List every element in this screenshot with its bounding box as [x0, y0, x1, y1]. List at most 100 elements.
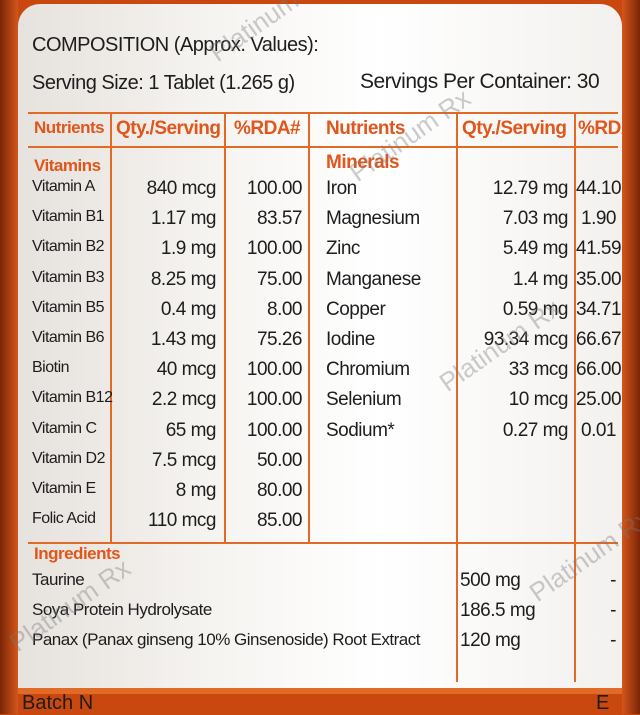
vitamin-name: Vitamin B1: [32, 208, 105, 226]
mineral-qty: 7.03 mg: [502, 208, 569, 230]
supplement-label: COMPOSITION (Approx. Values): Serving Si…: [18, 4, 622, 694]
vitamin-qty: 1.43 mg: [150, 329, 217, 350]
vitamin-name: Vitamin B3: [32, 268, 105, 286]
header-qty-2: Qty./Serving: [462, 118, 567, 139]
ing-col-divider: [456, 544, 458, 682]
ingredient-rda: -: [610, 570, 616, 591]
ingredient-name: Soya Protein Hydrolysate: [32, 600, 212, 619]
vitamin-rda: 83.57: [256, 208, 303, 230]
vitamin-rda: 75.26: [256, 329, 303, 350]
vitamin-rda: 85.00: [256, 510, 303, 532]
vitamin-rda: 100.00: [246, 389, 303, 411]
vitamin-rda: 50.00: [256, 449, 303, 471]
vitamin-qty: 8.25 mg: [150, 268, 217, 290]
mineral-name: Sodium*: [326, 419, 395, 441]
vitamin-name: Vitamin E: [32, 480, 96, 497]
vitamin-qty: 110 mcg: [148, 510, 216, 532]
mineral-rda: 25.00: [576, 389, 622, 411]
batch-text: Batch N: [22, 692, 94, 714]
mineral-name: Chromium: [326, 359, 410, 381]
ingredient-qty: 186.5 mg: [460, 600, 536, 621]
vitamin-rda: 100.00: [246, 178, 303, 199]
ingredient-qty: 120 mg: [460, 630, 521, 651]
header-divider: [28, 146, 618, 148]
ingredient-rda: -: [610, 630, 616, 651]
bottle-edge-right: [622, 0, 640, 714]
ingredient-rda: -: [610, 600, 616, 621]
mineral-qty: 1.4 mg: [512, 268, 569, 290]
mineral-rda: 0.01: [581, 419, 616, 441]
mineral-rda: 34.71: [576, 298, 622, 320]
mineral-name: Zinc: [326, 238, 360, 260]
vitamin-qty: 1.17 mg: [150, 208, 217, 230]
vitamin-name: Vitamin B2: [32, 238, 105, 256]
mineral-name: Manganese: [326, 268, 421, 290]
vitamin-rda: 100.00: [246, 359, 303, 381]
ing-col-divider: [574, 544, 576, 682]
vitamin-name: Folic Acid: [32, 510, 96, 528]
label-bottom-band: [18, 688, 622, 694]
vitamin-name: Vitamin C: [32, 419, 97, 437]
ingredient-qty: 500 mg: [460, 570, 521, 591]
mineral-name: Iron: [326, 178, 357, 199]
mineral-rda: 1.90: [581, 208, 616, 230]
vitamin-name: Vitamin D2: [32, 449, 105, 467]
vitamin-name: Vitamin B6: [32, 329, 105, 346]
bottle-edge-left: [0, 0, 18, 714]
header-nutrients-1: Nutrients: [34, 118, 105, 137]
ingredients-section: Ingredients Taurine 500 mg - Soya Protein H…: [28, 544, 618, 682]
vitamin-name: Vitamin B5: [32, 298, 105, 316]
mineral-rda: 41.59: [576, 238, 622, 260]
vitamin-rda: 80.00: [256, 480, 303, 501]
mineral-rda: 66.67: [576, 329, 622, 350]
minerals-label: Minerals: [326, 152, 400, 173]
vitamin-name: Vitamin B12: [32, 389, 113, 407]
vitamin-qty: 7.5 mcg: [151, 449, 217, 471]
composition-title: COMPOSITION (Approx. Values):: [32, 34, 319, 56]
mineral-rda: 66.00: [576, 359, 622, 381]
col-divider: [110, 114, 112, 542]
mineral-qty: 0.27 mg: [502, 419, 569, 441]
serving-size: Serving Size: 1 Tablet (1.265 g): [32, 72, 295, 94]
vitamin-name: Biotin: [32, 359, 70, 377]
header-nutrients-2: Nutrients: [326, 118, 405, 139]
vitamin-qty: 65 mg: [165, 419, 217, 441]
ingredient-name: Panax (Panax ginseng 10% Ginsenoside) Ro…: [32, 630, 420, 649]
ingredients-label: Ingredients: [34, 544, 121, 563]
col-divider: [224, 114, 226, 542]
mineral-qty: 33 mcg: [508, 359, 569, 381]
mineral-rda: 35.00: [576, 268, 622, 290]
vitamin-qty: 2.2 mcg: [151, 389, 217, 411]
col-divider: [308, 114, 310, 542]
mineral-rda: 44.10: [576, 178, 622, 199]
nutrition-table: Nutrients Qty./Serving %RDA# Nutrients Q…: [28, 112, 622, 544]
mineral-name: Magnesium: [326, 208, 420, 230]
vitamin-rda: 100.00: [246, 238, 303, 260]
vitamin-qty: 0.4 mg: [160, 298, 217, 320]
corner-letter: E: [596, 692, 610, 714]
mineral-qty: 12.79 mg: [492, 178, 569, 199]
vitamin-qty: 840 mcg: [146, 178, 217, 199]
vitamins-label: Vitamins: [34, 156, 101, 175]
mineral-qty: 5.49 mg: [502, 238, 569, 260]
mineral-name: Iodine: [326, 329, 375, 350]
header-qty-1: Qty./Serving: [116, 118, 221, 139]
mineral-qty: 10 mcg: [508, 389, 569, 411]
vitamin-rda: 100.00: [246, 419, 303, 441]
mineral-name: Selenium: [326, 389, 402, 411]
mineral-qty: 0.59 mg: [502, 298, 569, 320]
vitamin-qty: 1.9 mg: [160, 238, 217, 260]
mineral-name: Copper: [326, 298, 386, 320]
header-rda-1: %RDA#: [234, 118, 301, 139]
col-divider: [456, 114, 458, 542]
vitamin-rda: 8.00: [267, 298, 302, 320]
header-rda-2: %RDA#: [578, 118, 622, 139]
vitamin-name: Vitamin A: [32, 178, 95, 195]
col-divider: [574, 114, 576, 542]
mineral-qty: 93.34 mcg: [483, 329, 569, 350]
vitamin-qty: 8 mg: [175, 480, 217, 501]
vitamin-rda: 75.00: [256, 268, 303, 290]
ingredient-name: Taurine: [32, 570, 85, 589]
servings-per-container: Servings Per Container: 30: [360, 70, 600, 93]
vitamin-qty: 40 mcg: [156, 359, 217, 381]
